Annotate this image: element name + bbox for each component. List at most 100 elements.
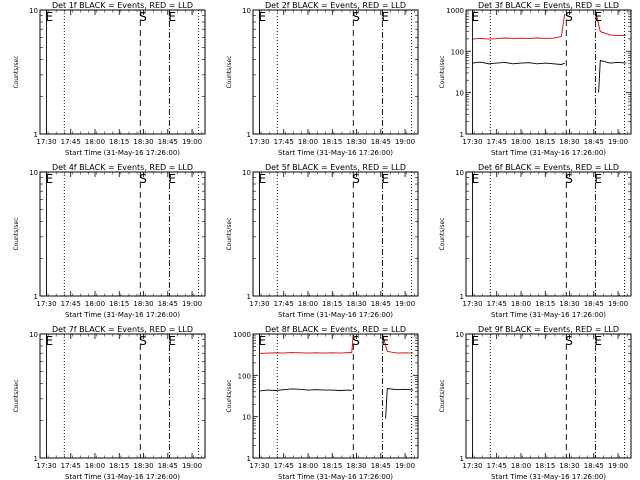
x-tick-label: 18:00 [85, 300, 105, 308]
x-tick-label: 18:45 [371, 300, 391, 308]
plot-frame [465, 333, 632, 459]
detector-panel: Det 6f BLACK = Events, RED = LLD Counts/s… [439, 163, 632, 319]
event-marker-label: S [565, 172, 573, 186]
y-tick-label: 10 [242, 414, 251, 422]
event-marker-label: E [471, 334, 479, 348]
x-tick-label: 17:45 [274, 300, 294, 308]
y-axis-label: Counts/sec [13, 379, 20, 412]
x-tick-label: 17:45 [274, 462, 294, 470]
y-tick-label: 1 [460, 131, 464, 139]
event-marker-label: E [381, 10, 389, 24]
plot-frame [252, 9, 419, 135]
event-marker-label: E [168, 172, 176, 186]
y-axis-label: Counts/sec [13, 217, 20, 250]
x-tick-label: 18:00 [85, 138, 105, 146]
x-tick-label: 19:00 [182, 462, 202, 470]
plot-frame [252, 333, 419, 459]
event-marker-label: S [565, 10, 573, 24]
panel-title: Det 1f BLACK = Events, RED = LLD [52, 1, 193, 10]
plot-frame [39, 333, 206, 459]
x-tick-label: 17:30 [36, 462, 56, 470]
y-tick-label: 1 [247, 293, 251, 301]
x-tick-label: 18:15 [109, 138, 129, 146]
x-tick-label: 17:45 [487, 462, 507, 470]
x-axis-label: Start Time (31-May-16 17:26:00) [65, 473, 180, 480]
x-tick-label: 18:30 [346, 462, 366, 470]
y-tick-label: 1 [460, 293, 464, 301]
y-tick-label: 1 [460, 455, 464, 463]
detector-panel: Det 4f BLACK = Events, RED = LLD Counts/s… [13, 163, 206, 319]
x-tick-label: 18:45 [584, 300, 604, 308]
x-tick-label: 18:30 [559, 138, 579, 146]
x-axis-label: Start Time (31-May-16 17:26:00) [65, 311, 180, 319]
x-tick-label: 18:30 [133, 138, 153, 146]
y-tick-label: 1 [34, 293, 38, 301]
x-tick-label: 18:00 [511, 462, 531, 470]
event-marker-label: S [139, 172, 147, 186]
x-tick-label: 17:45 [487, 300, 507, 308]
event-marker-label: E [168, 334, 176, 348]
y-axis-label: Counts/sec [226, 55, 233, 88]
plot-frame [252, 171, 419, 297]
y-tick-label: 100 [238, 372, 251, 380]
x-tick-label: 19:00 [182, 300, 202, 308]
detector-panel: Det 2f BLACK = Events, RED = LLD Counts/s… [226, 1, 419, 157]
x-tick-label: 18:45 [158, 138, 178, 146]
x-axis-label: Start Time (31-May-16 17:26:00) [491, 473, 606, 480]
x-tick-label: 18:15 [535, 300, 555, 308]
x-tick-label: 18:45 [584, 138, 604, 146]
event-marker-label: S [352, 10, 360, 24]
event-marker-label: E [471, 10, 479, 24]
event-marker-label: S [352, 172, 360, 186]
y-tick-label: 1 [34, 131, 38, 139]
x-tick-label: 18:00 [85, 462, 105, 470]
event-marker-label: S [139, 10, 147, 24]
x-tick-label: 18:15 [322, 300, 342, 308]
lld-series-line [472, 13, 566, 40]
y-tick-label: 1000 [233, 331, 251, 339]
event-marker-label: S [139, 334, 147, 348]
detector-panel: Det 1f BLACK = Events, RED = LLD Counts/s… [13, 1, 206, 157]
x-tick-label: 18:15 [535, 138, 555, 146]
panel-title: Det 4f BLACK = Events, RED = LLD [52, 163, 193, 172]
x-tick-label: 18:30 [346, 138, 366, 146]
x-tick-label: 17:45 [61, 300, 81, 308]
x-tick-label: 18:00 [511, 138, 531, 146]
y-axis-label: Counts/sec [439, 55, 446, 88]
x-tick-label: 18:45 [371, 138, 391, 146]
x-axis-label: Start Time (31-May-16 17:26:00) [491, 311, 606, 319]
y-tick-label: 100 [451, 48, 464, 56]
x-tick-label: 18:30 [346, 300, 366, 308]
y-tick-label: 10 [242, 7, 251, 15]
x-tick-label: 18:15 [535, 462, 555, 470]
panel-title: Det 7f BLACK = Events, RED = LLD [52, 325, 193, 334]
x-tick-label: 17:30 [36, 300, 56, 308]
x-tick-label: 18:00 [511, 300, 531, 308]
x-tick-label: 19:00 [608, 138, 628, 146]
x-tick-label: 19:00 [395, 138, 415, 146]
x-tick-label: 17:30 [249, 462, 269, 470]
plot-frame [465, 9, 632, 135]
event-marker-label: E [594, 172, 602, 186]
event-marker-label: E [258, 334, 266, 348]
panel-title: Det 5f BLACK = Events, RED = LLD [265, 163, 406, 172]
lld-series-line [594, 9, 627, 37]
y-axis-label: Counts/sec [226, 379, 233, 412]
x-tick-label: 17:45 [274, 138, 294, 146]
x-tick-label: 17:30 [36, 138, 56, 146]
x-tick-label: 17:45 [61, 462, 81, 470]
x-axis-label: Start Time (31-May-16 17:26:00) [278, 149, 393, 157]
y-axis-label: Counts/sec [439, 217, 446, 250]
panel-title: Det 3f BLACK = Events, RED = LLD [478, 1, 619, 10]
y-axis-label: Counts/sec [226, 217, 233, 250]
x-axis-label: Start Time (31-May-16 17:26:00) [491, 149, 606, 157]
panel-title: Det 8f BLACK = Events, RED = LLD [265, 325, 406, 334]
event-marker-label: E [45, 10, 53, 24]
y-tick-label: 10 [29, 7, 38, 15]
lld-series-line [259, 333, 354, 354]
events-series-line [472, 61, 565, 65]
x-tick-label: 18:30 [133, 462, 153, 470]
event-marker-label: E [258, 172, 266, 186]
x-tick-label: 18:15 [109, 300, 129, 308]
event-marker-label: E [45, 172, 53, 186]
